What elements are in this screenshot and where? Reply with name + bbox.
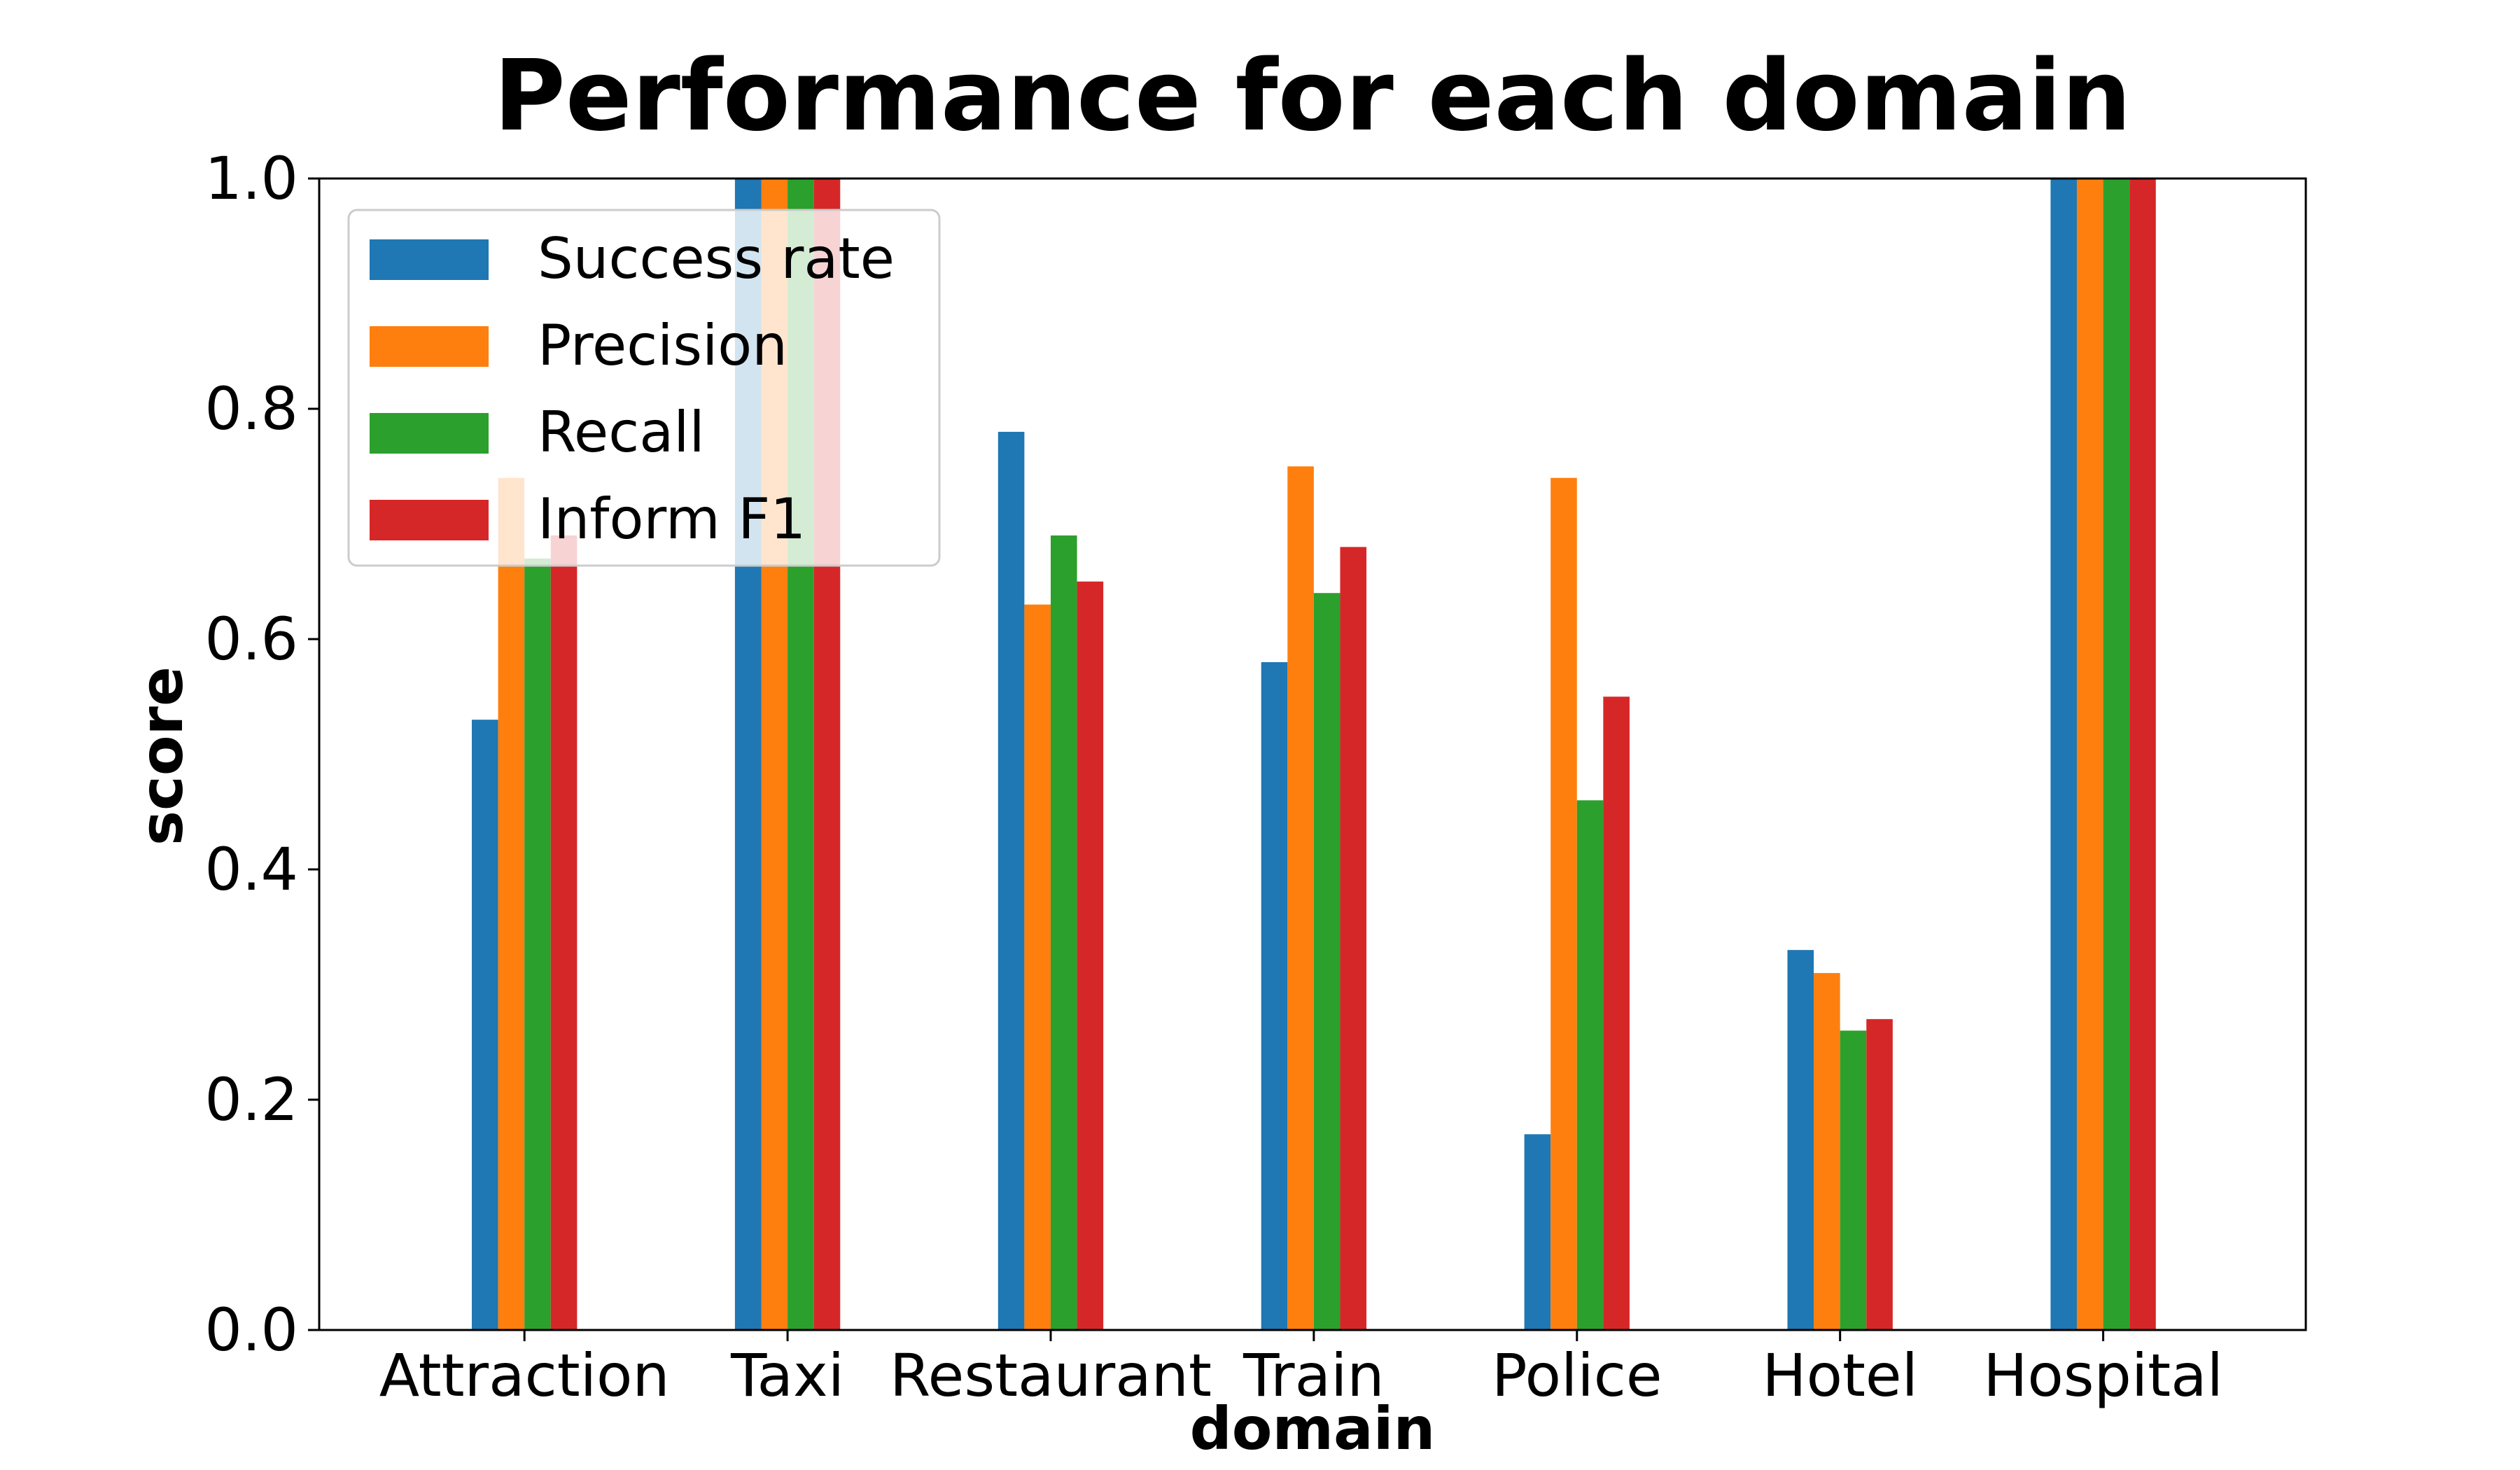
x-tick-label: Restaurant [890,1341,1212,1410]
plot-frame [318,177,2307,1331]
x-tick-label: Attraction [379,1341,670,1410]
bar-recall-train [1313,593,1340,1331]
legend-label: Success rate [538,226,895,291]
bar-recall-hospital [2103,178,2130,1330]
y-tick-label: 0.6 [204,605,298,673]
bar-inform-f1-attraction [550,535,578,1331]
bar-precision-restaurant [1024,604,1051,1330]
legend: Success rate Precision Recall Inform F1 [347,209,941,567]
bar-precision-hospital [2076,178,2104,1330]
bar-precision-police [1550,477,1577,1331]
legend-swatch [370,413,489,454]
y-axis-label: score [127,666,196,846]
plot-area [472,178,2156,1331]
y-tick-label: 0.0 [204,1296,298,1364]
legend-label: Precision [538,313,788,378]
bar-success-rate-hospital [2050,178,2077,1330]
bar-success-rate-attraction [472,720,498,1330]
bar-success-rate-train [1261,662,1288,1330]
legend-swatch [370,239,489,280]
bar-inform-f1-hospital [2129,178,2156,1330]
bar-success-rate-restaurant [997,431,1025,1330]
axes: 0.0 0.2 0.4 0.6 0.8 1.0 Attraction Taxi Restaura… [204,144,2307,1410]
bar-precision-hotel [1814,973,1840,1330]
bar-recall-attraction [524,558,551,1330]
legend-box [347,209,941,567]
bar-precision-train [1287,466,1314,1330]
x-axis-label: domain [1190,1394,1436,1463]
y-tick-label: 0.8 [204,374,298,443]
bar-recall-police [1576,800,1604,1330]
bar-inform-f1-police [1603,696,1630,1330]
bar-precision-attraction [498,477,525,1331]
chart-title: Performance for each domain [493,39,2132,153]
bar-inform-f1-restaurant [1077,581,1104,1330]
x-tick-label: Police [1492,1341,1662,1410]
bar-recall-restaurant [1050,535,1077,1331]
y-tick-label: 1.0 [204,144,298,213]
y-tick-label: 0.4 [204,835,298,904]
bar-recall-hotel [1840,1030,1867,1330]
x-tick-label: Hospital [1983,1341,2223,1410]
legend-swatch [370,326,489,367]
bar-inform-f1-train [1340,547,1367,1330]
legend-swatch [370,500,489,540]
y-tick-label: 0.2 [204,1065,298,1134]
legend-label: Recall [538,400,705,465]
x-tick-label: Hotel [1762,1341,1918,1410]
x-tick-label: Train [1242,1341,1385,1410]
bar-success-rate-hotel [1787,950,1814,1330]
legend-label: Inform F1 [538,486,806,552]
bar-success-rate-police [1524,1134,1551,1330]
x-tick-label: Taxi [730,1341,844,1410]
bar-inform-f1-hotel [1866,1018,1893,1330]
